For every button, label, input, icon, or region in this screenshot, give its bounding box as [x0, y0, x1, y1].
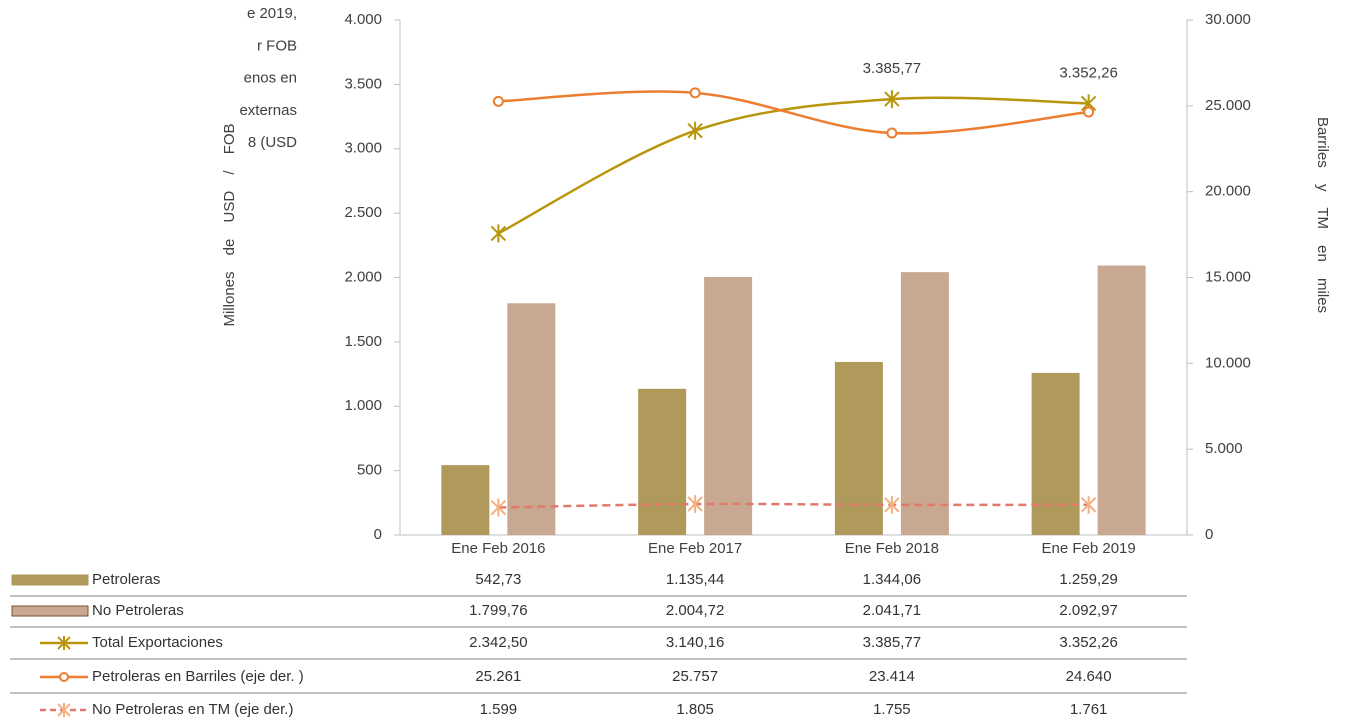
y2-tick-label: 25.000 — [1205, 97, 1251, 114]
table-value: 2.041,71 — [863, 602, 921, 619]
legend-marker — [57, 636, 71, 650]
marker — [490, 498, 507, 517]
y-tick-label: 4.000 — [344, 11, 382, 28]
y-tick-label: 1.500 — [344, 333, 382, 350]
table-value: 2.342,50 — [469, 634, 527, 651]
marker — [884, 90, 900, 109]
y2-tick-label: 15.000 — [1205, 268, 1251, 285]
y-axis-title: Millones de USD / FOB — [221, 123, 238, 326]
data-label: 3.352,26 — [1059, 64, 1117, 81]
marker — [1080, 495, 1097, 514]
bar — [704, 276, 753, 535]
table-value: 1.344,06 — [863, 571, 921, 588]
bar — [834, 361, 883, 535]
bar — [1097, 265, 1146, 535]
table-value: 1.799,76 — [469, 602, 527, 619]
marker — [886, 127, 898, 139]
marker — [492, 95, 504, 107]
marker — [687, 495, 703, 514]
intro-text: e 2019, — [247, 5, 297, 22]
table-value: 2.004,72 — [666, 602, 724, 619]
y2-tick-label: 5.000 — [1205, 440, 1243, 457]
y2-axis-title: Barriles y TM en miles — [1314, 117, 1331, 313]
table-value: 1.755 — [873, 701, 911, 718]
x-tick-label: Ene Feb 2019 — [1042, 540, 1136, 557]
table-value: 3.352,26 — [1059, 634, 1117, 651]
line — [497, 96, 1089, 235]
table-value: 24.640 — [1066, 668, 1112, 685]
table-value: 1.599 — [480, 701, 518, 718]
y-tick-label: 500 — [357, 462, 382, 479]
x-tick-label: Ene Feb 2016 — [451, 540, 545, 557]
y2-tick-label: 10.000 — [1205, 354, 1251, 371]
intro-text: 8 (USD — [248, 134, 297, 151]
legend-marker — [57, 703, 71, 717]
legend-marker — [59, 672, 69, 682]
marker — [490, 224, 507, 243]
data-label: 3.385,77 — [863, 60, 921, 77]
bar — [638, 388, 687, 535]
y-tick-label: 3.000 — [344, 140, 382, 157]
x-tick-label: Ene Feb 2018 — [845, 540, 939, 557]
legend-label: Total Exportaciones — [92, 634, 223, 651]
line — [498, 90, 1089, 135]
table-value: 25.261 — [475, 668, 521, 685]
intro-text: r FOB — [257, 37, 297, 54]
y-tick-label: 2.500 — [344, 204, 382, 221]
table-value: 1.259,29 — [1059, 571, 1117, 588]
bar — [441, 465, 490, 535]
y-tick-label: 2.000 — [344, 268, 382, 285]
y-tick-label: 3.500 — [344, 75, 382, 92]
marker — [689, 87, 701, 99]
table-value: 3.385,77 — [863, 634, 921, 651]
table-value: 3.140,16 — [666, 634, 724, 651]
line — [498, 502, 1089, 509]
legend-label: Petroleras — [92, 571, 160, 588]
legend-key — [11, 574, 89, 586]
legend-key — [11, 605, 89, 617]
y2-tick-label: 30.000 — [1205, 11, 1251, 28]
table-value: 542,73 — [475, 571, 521, 588]
legend-label: No Petroleras — [92, 602, 184, 619]
table-value: 1.135,44 — [666, 571, 724, 588]
table-value: 1.805 — [676, 701, 714, 718]
table-value: 25.757 — [672, 668, 718, 685]
table-value: 2.092,97 — [1059, 602, 1117, 619]
y-tick-label: 0 — [374, 526, 382, 543]
x-tick-label: Ene Feb 2017 — [648, 540, 742, 557]
bar — [1031, 372, 1080, 535]
marker — [687, 121, 703, 140]
intro-text: externas — [239, 102, 297, 119]
intro-text: enos en — [244, 70, 297, 87]
table-value: 23.414 — [869, 668, 915, 685]
y2-tick-label: 20.000 — [1205, 183, 1251, 200]
bar — [507, 303, 556, 535]
legend-label: Petroleras en Barriles (eje der. ) — [92, 668, 304, 685]
y2-tick-label: 0 — [1205, 526, 1213, 543]
legend-label: No Petroleras en TM (eje der.) — [92, 701, 293, 718]
y-tick-label: 1.000 — [344, 397, 382, 414]
marker — [884, 495, 900, 514]
bar — [900, 272, 949, 535]
table-value: 1.761 — [1070, 701, 1108, 718]
marker — [1083, 106, 1095, 118]
